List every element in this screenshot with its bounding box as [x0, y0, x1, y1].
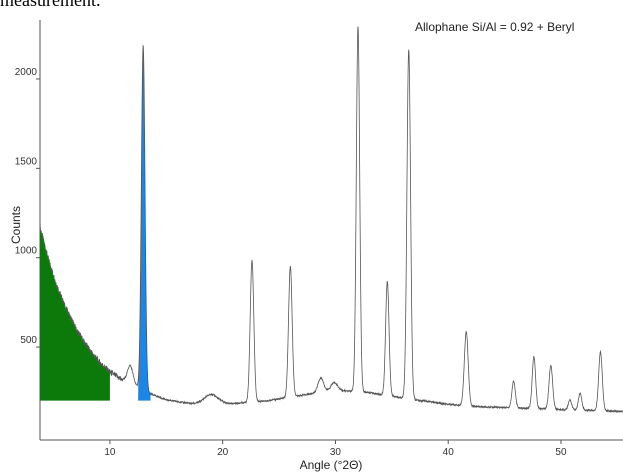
y-tick-label: 500	[20, 335, 37, 346]
x-axis-title: Angle (°2Θ)	[300, 458, 363, 472]
green-fill-region	[40, 225, 110, 401]
y-axis-ticks: 500 1000 1500 2000	[15, 67, 40, 348]
x-tick-label: 50	[555, 447, 567, 458]
y-tick-label: 2000	[15, 67, 38, 78]
y-tick-label: 1500	[15, 156, 38, 167]
y-tick-label: 1000	[15, 246, 38, 257]
x-tick-label: 40	[443, 447, 455, 458]
y-axis-title: Counts	[9, 206, 23, 244]
caption-fragment: measurement.	[0, 0, 101, 10]
x-tick-label: 30	[330, 447, 342, 458]
blue-peak-fill	[138, 45, 151, 401]
x-axis-ticks: 10 20 30 40 50	[104, 440, 567, 458]
diffraction-pattern	[39, 26, 623, 414]
x-tick-label: 10	[104, 447, 116, 458]
peak-fills	[40, 45, 151, 401]
chart-annotation: Allophane Si/Al = 0.92 + Beryl	[415, 20, 574, 34]
x-tick-label: 20	[217, 447, 229, 458]
pattern-line	[39, 26, 623, 414]
